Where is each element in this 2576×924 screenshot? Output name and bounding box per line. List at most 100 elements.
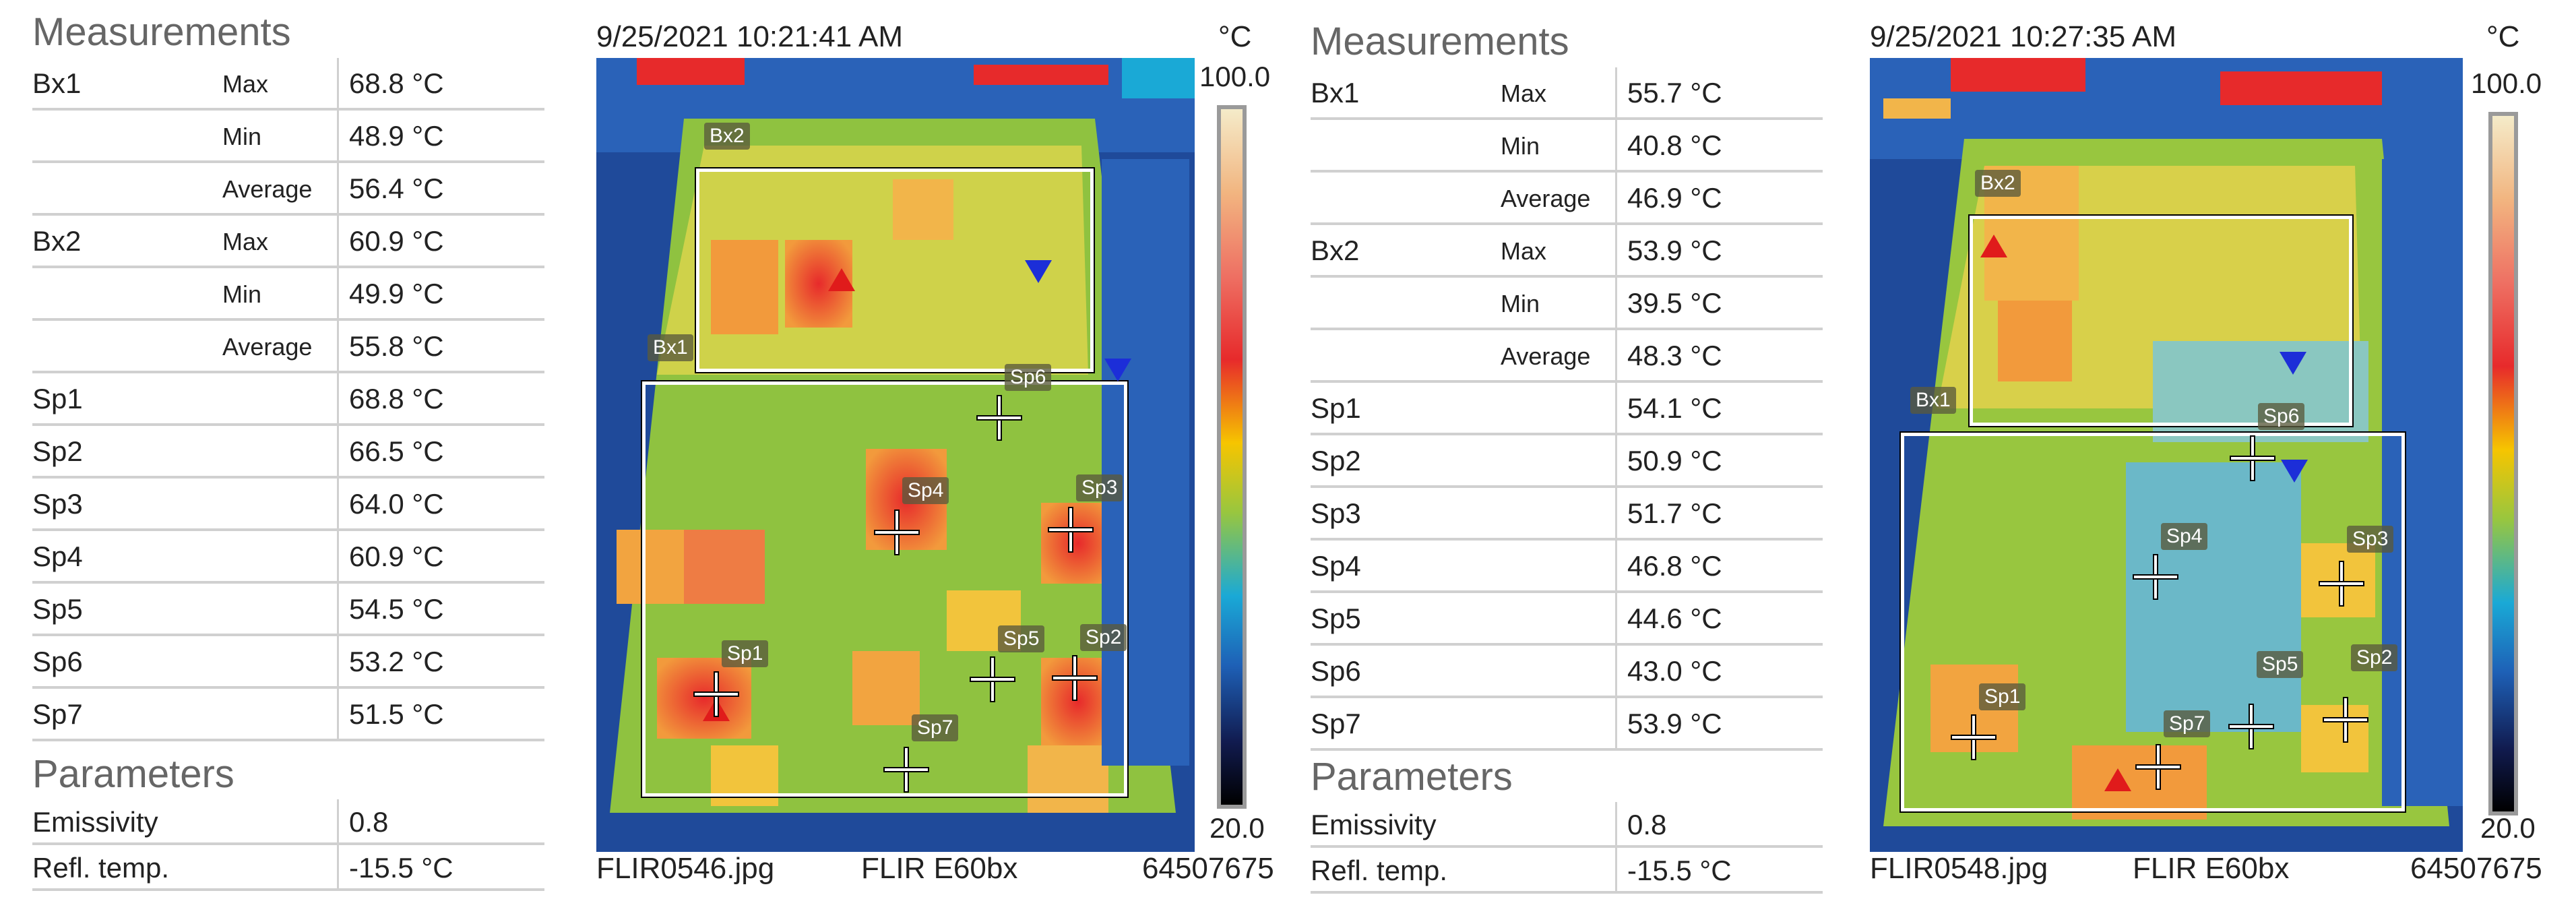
row-stat: Max (1501, 237, 1547, 265)
image-timestamp: 9/25/2021 10:27:35 AM (1870, 20, 2177, 53)
measurements-table: Measurements Bx1 Max 68.8 °C Min 48.9 °C Av… (32, 0, 555, 924)
label-bx2: Bx2 (1975, 170, 2021, 197)
label-sp3: Sp3 (1076, 474, 1123, 501)
row-label: Sp4 (1311, 550, 1361, 582)
measurement-row: Sp4 60.9 °C (32, 531, 544, 584)
measurement-row: Bx2 Max 53.9 °C (1311, 225, 1823, 278)
row-stat: Average (1501, 342, 1591, 370)
temperature-colorbar (1217, 105, 1247, 809)
row-label: Sp5 (1311, 603, 1361, 634)
column-divider (337, 58, 339, 741)
param-value: -15.5 °C (349, 852, 453, 884)
temperature-unit: °C (2486, 20, 2520, 53)
row-stat: Min (1501, 132, 1540, 160)
label-sp3: Sp3 (2347, 526, 2394, 553)
row-label: Sp1 (1311, 392, 1361, 424)
measurement-row: Min 39.5 °C (1311, 278, 1823, 330)
measurement-row: Sp5 44.6 °C (1311, 593, 1823, 646)
row-value: 68.8 °C (349, 383, 444, 414)
row-value: 56.4 °C (349, 173, 444, 204)
measurement-row: Average 55.8 °C (32, 321, 544, 373)
row-value: 53.9 °C (1627, 235, 1722, 266)
label-sp1: Sp1 (1979, 683, 2026, 710)
measurement-row: Min 48.9 °C (32, 111, 544, 163)
box-bx1 (642, 381, 1127, 797)
row-label: Sp2 (32, 435, 83, 467)
spot-sp1-crosshair-icon (1952, 716, 1995, 759)
row-value: 54.5 °C (349, 593, 444, 625)
row-value: 46.8 °C (1627, 550, 1722, 582)
thermal-image-canvas (596, 58, 1195, 852)
row-value: 51.7 °C (1627, 497, 1722, 529)
row-value: 43.0 °C (1627, 655, 1722, 687)
row-value: 39.5 °C (1627, 287, 1722, 319)
measurement-row: Average 46.9 °C (1311, 173, 1823, 225)
image-timestamp: 9/25/2021 10:21:41 AM (596, 20, 904, 53)
measurements-title: Measurements (1311, 20, 1569, 63)
row-value: 60.9 °C (349, 541, 444, 572)
measurement-row: Sp1 68.8 °C (32, 373, 544, 426)
row-stat: Min (222, 280, 262, 308)
row-stat: Average (222, 333, 313, 361)
row-label: Sp5 (32, 593, 83, 625)
spot-sp6-crosshair-icon (978, 396, 1021, 439)
row-stat: Max (222, 228, 269, 255)
box-bx1 (1901, 433, 2405, 811)
measurement-row: Sp5 54.5 °C (32, 584, 544, 636)
label-sp4: Sp4 (2161, 523, 2208, 550)
row-label: Sp1 (32, 383, 83, 414)
measurement-rows: Bx1 Max 68.8 °C Min 48.9 °C Average 56.4 °C … (32, 58, 544, 741)
row-label: Bx1 (32, 67, 82, 99)
row-value: 48.3 °C (1627, 340, 1722, 371)
measurement-row: Sp7 53.9 °C (1311, 698, 1823, 751)
param-value: 0.8 (1627, 809, 1667, 840)
row-value: 44.6 °C (1627, 603, 1722, 634)
box-bx2 (696, 168, 1094, 372)
spot-sp7-crosshair-icon (885, 748, 928, 791)
spot-sp2-crosshair-icon (2324, 698, 2367, 741)
column-divider (1615, 802, 1617, 894)
label-sp2: Sp2 (1080, 624, 1127, 651)
label-bx2: Bx2 (704, 123, 750, 150)
param-label: Emissivity (1311, 809, 1437, 840)
row-value: 53.9 °C (1627, 708, 1722, 739)
row-label: Sp3 (32, 488, 83, 520)
measurement-row: Sp7 51.5 °C (32, 689, 544, 741)
measurement-row: Sp3 64.0 °C (32, 479, 544, 531)
camera-serial: 64507675 (1142, 852, 1274, 885)
row-value: 49.9 °C (349, 278, 444, 309)
measurement-rows: Bx1 Max 55.7 °C Min 40.8 °C Average 46.9 °C … (1311, 67, 1823, 751)
row-value: 55.8 °C (349, 330, 444, 362)
row-label: Bx1 (1311, 77, 1360, 109)
label-sp5: Sp5 (2257, 651, 2304, 678)
camera-serial: 64507675 (2410, 852, 2542, 885)
scale-min: 20.0 (2480, 812, 2536, 844)
row-value: 55.7 °C (1627, 77, 1722, 109)
temperature-unit: °C (1218, 20, 1252, 53)
label-sp6: Sp6 (2258, 403, 2305, 430)
thermal-image: Bx2 Bx1 Sp1 Sp2 Sp3 Sp4 Sp5 Sp6 Sp7 (596, 58, 1195, 852)
measurement-row: Sp6 43.0 °C (1311, 646, 1823, 698)
row-value: 46.9 °C (1627, 182, 1722, 214)
label-sp7: Sp7 (912, 714, 959, 741)
scale-min: 20.0 (1210, 812, 1265, 844)
row-value: 66.5 °C (349, 435, 444, 467)
row-value: 51.5 °C (349, 698, 444, 730)
spot-sp4-crosshair-icon (875, 511, 918, 554)
scale-max: 100.0 (2471, 67, 2542, 99)
row-label: Bx2 (1311, 235, 1360, 266)
measurements-table: Measurements Bx1 Max 55.7 °C Min 40.8 °C Av… (1311, 9, 1833, 924)
column-divider (1615, 67, 1617, 751)
measurement-row: Sp1 54.1 °C (1311, 383, 1823, 435)
spot-sp6-crosshair-icon (2231, 437, 2274, 480)
parameter-row: Refl. temp. -15.5 °C (32, 845, 544, 891)
report-panel-2: Measurements Bx1 Max 55.7 °C Min 40.8 °C Av… (1311, 0, 2576, 924)
max-marker-icon (1980, 235, 2007, 257)
measurement-row: Sp2 66.5 °C (32, 426, 544, 479)
row-label: Sp3 (1311, 497, 1361, 529)
row-label: Bx2 (32, 225, 82, 257)
parameter-row: Refl. temp. -15.5 °C (1311, 848, 1823, 894)
row-label: Sp4 (32, 541, 83, 572)
parameter-row: Emissivity 0.8 (1311, 802, 1823, 848)
thermal-image-canvas (1870, 58, 2463, 852)
